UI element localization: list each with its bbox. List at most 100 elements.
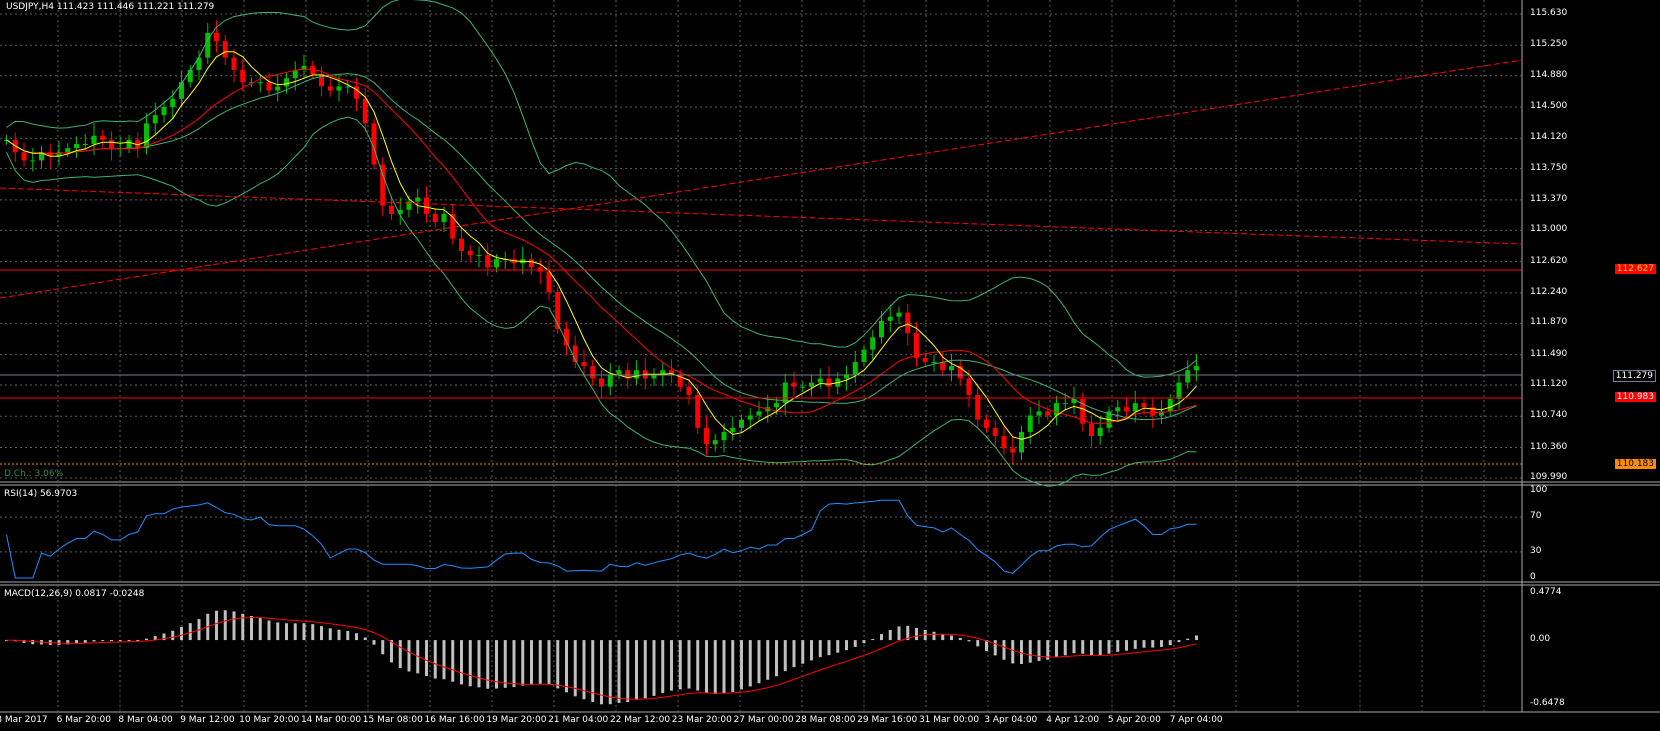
time-tick-label: 15 Mar 08:00 (362, 715, 423, 725)
price-box-current: 111.279 (1612, 370, 1656, 382)
macd-histogram-bar (425, 640, 428, 677)
symbol-header: USDJPY,H4 111.423 111.446 111.221 111.27… (6, 2, 215, 12)
candle-body (301, 65, 307, 70)
candle-body (625, 370, 631, 379)
time-tick-label: 3 Apr 04:00 (984, 715, 1038, 725)
price-tick-label: 109.990 (1530, 472, 1568, 482)
macd-histogram-bar (670, 640, 673, 691)
macd-histogram-bar (1046, 640, 1050, 660)
time-tick-label: 22 Mar 12:00 (609, 715, 671, 725)
candle-body (931, 362, 937, 363)
macd-histogram-bar (22, 640, 26, 643)
candle-body (1019, 431, 1024, 453)
price-tick-label: 110.360 (1530, 441, 1568, 452)
bollinger-middle (6, 73, 1197, 421)
price-tick-label: 114.880 (1530, 69, 1568, 80)
time-tick-label: 27 Mar 00:00 (733, 715, 794, 725)
candle-body (940, 362, 946, 371)
candle-body (739, 419, 744, 428)
macd-histogram-bar (932, 631, 936, 641)
candle-body (651, 374, 657, 379)
candle-body (345, 86, 351, 88)
candle-body (1036, 411, 1042, 416)
macd-histogram-bar (188, 623, 192, 641)
candle-body (21, 152, 27, 161)
macd-histogram-bar (451, 640, 455, 682)
candle-body (476, 255, 482, 257)
macd-histogram-bar (766, 640, 770, 680)
candle-body (56, 152, 62, 157)
candle-body (91, 135, 97, 144)
price-box-middle-level: 110.983 (1614, 392, 1656, 402)
macd-histogram-bar (136, 640, 140, 642)
candle-body (441, 213, 447, 223)
macd-histogram-bar (897, 626, 901, 641)
macd-histogram-bar (468, 640, 472, 687)
time-tick-label: 4 Apr 12:00 (1046, 715, 1100, 725)
candle-body (879, 320, 884, 338)
macd-histogram-bar (731, 640, 735, 692)
macd-histogram-bar (1177, 640, 1181, 643)
candle-body (844, 374, 849, 379)
macd-histogram-bar (1160, 640, 1163, 647)
macd-histogram-bar (967, 640, 971, 642)
candle-body (922, 357, 928, 362)
macd-histogram-bar (1020, 640, 1023, 665)
macd-histogram-bar (985, 640, 988, 652)
candle-body (984, 419, 989, 428)
candle-body (774, 403, 779, 408)
macd-histogram-bar (696, 640, 700, 691)
time-tick-label: 5 Apr 20:00 (1107, 715, 1161, 725)
rsi-line (6, 499, 1197, 579)
candle-body (1124, 407, 1129, 412)
macd-histogram-bar (687, 640, 691, 689)
macd-histogram-bar (118, 640, 122, 642)
macd-histogram-bar (801, 640, 805, 664)
macd-histogram-bar (608, 640, 612, 705)
macd-histogram-bar (477, 640, 481, 688)
macd-histogram-bar (1081, 640, 1085, 654)
candle-body (152, 115, 158, 124)
candle-body (415, 197, 421, 202)
candle-body (450, 213, 456, 239)
candle-body (791, 382, 797, 387)
macd-histogram-bar (390, 640, 393, 663)
candle-body (607, 374, 613, 387)
macd-histogram-bar (827, 640, 831, 656)
candle-body (1080, 399, 1086, 424)
macd-histogram-bar (748, 640, 752, 687)
macd-histogram-bar (941, 634, 945, 641)
candle-body (1141, 403, 1147, 408)
macd-histogram-bar (1090, 640, 1093, 656)
macd-histogram-bar (57, 640, 61, 645)
macd-histogram-bar (153, 636, 157, 641)
macd-histogram-bar (1186, 638, 1190, 641)
trendline-falling (0, 187, 1523, 245)
candle-body (1115, 407, 1121, 412)
macd-histogram-bar (521, 640, 525, 686)
candle-body (467, 250, 473, 256)
candle-body (896, 312, 902, 317)
candle-body (336, 86, 342, 91)
price-tick-label: 111.120 (1530, 379, 1568, 390)
macd-histogram-bar (880, 634, 883, 641)
rsi-tick-label: 100 (1530, 485, 1548, 495)
macd-histogram-bar (783, 640, 787, 672)
candle-body (817, 378, 823, 383)
macd-histogram-bar (232, 611, 236, 641)
macd-histogram-bar (495, 640, 498, 689)
candle-body (660, 370, 666, 375)
macd-histogram-bar (547, 640, 551, 685)
candle-body (852, 362, 858, 375)
candle-body (1010, 448, 1016, 453)
macd-histogram-bar (661, 640, 665, 694)
macd-histogram-bar (740, 640, 743, 690)
macd-histogram-bar (92, 640, 96, 642)
candle-body (686, 386, 692, 395)
macd-histogram-bar (355, 633, 358, 641)
macd-histogram-bar (713, 640, 717, 695)
macd-histogram-bar (83, 640, 87, 643)
candle-body (380, 164, 386, 206)
macd-tick-label: 0.00 (1530, 634, 1551, 645)
